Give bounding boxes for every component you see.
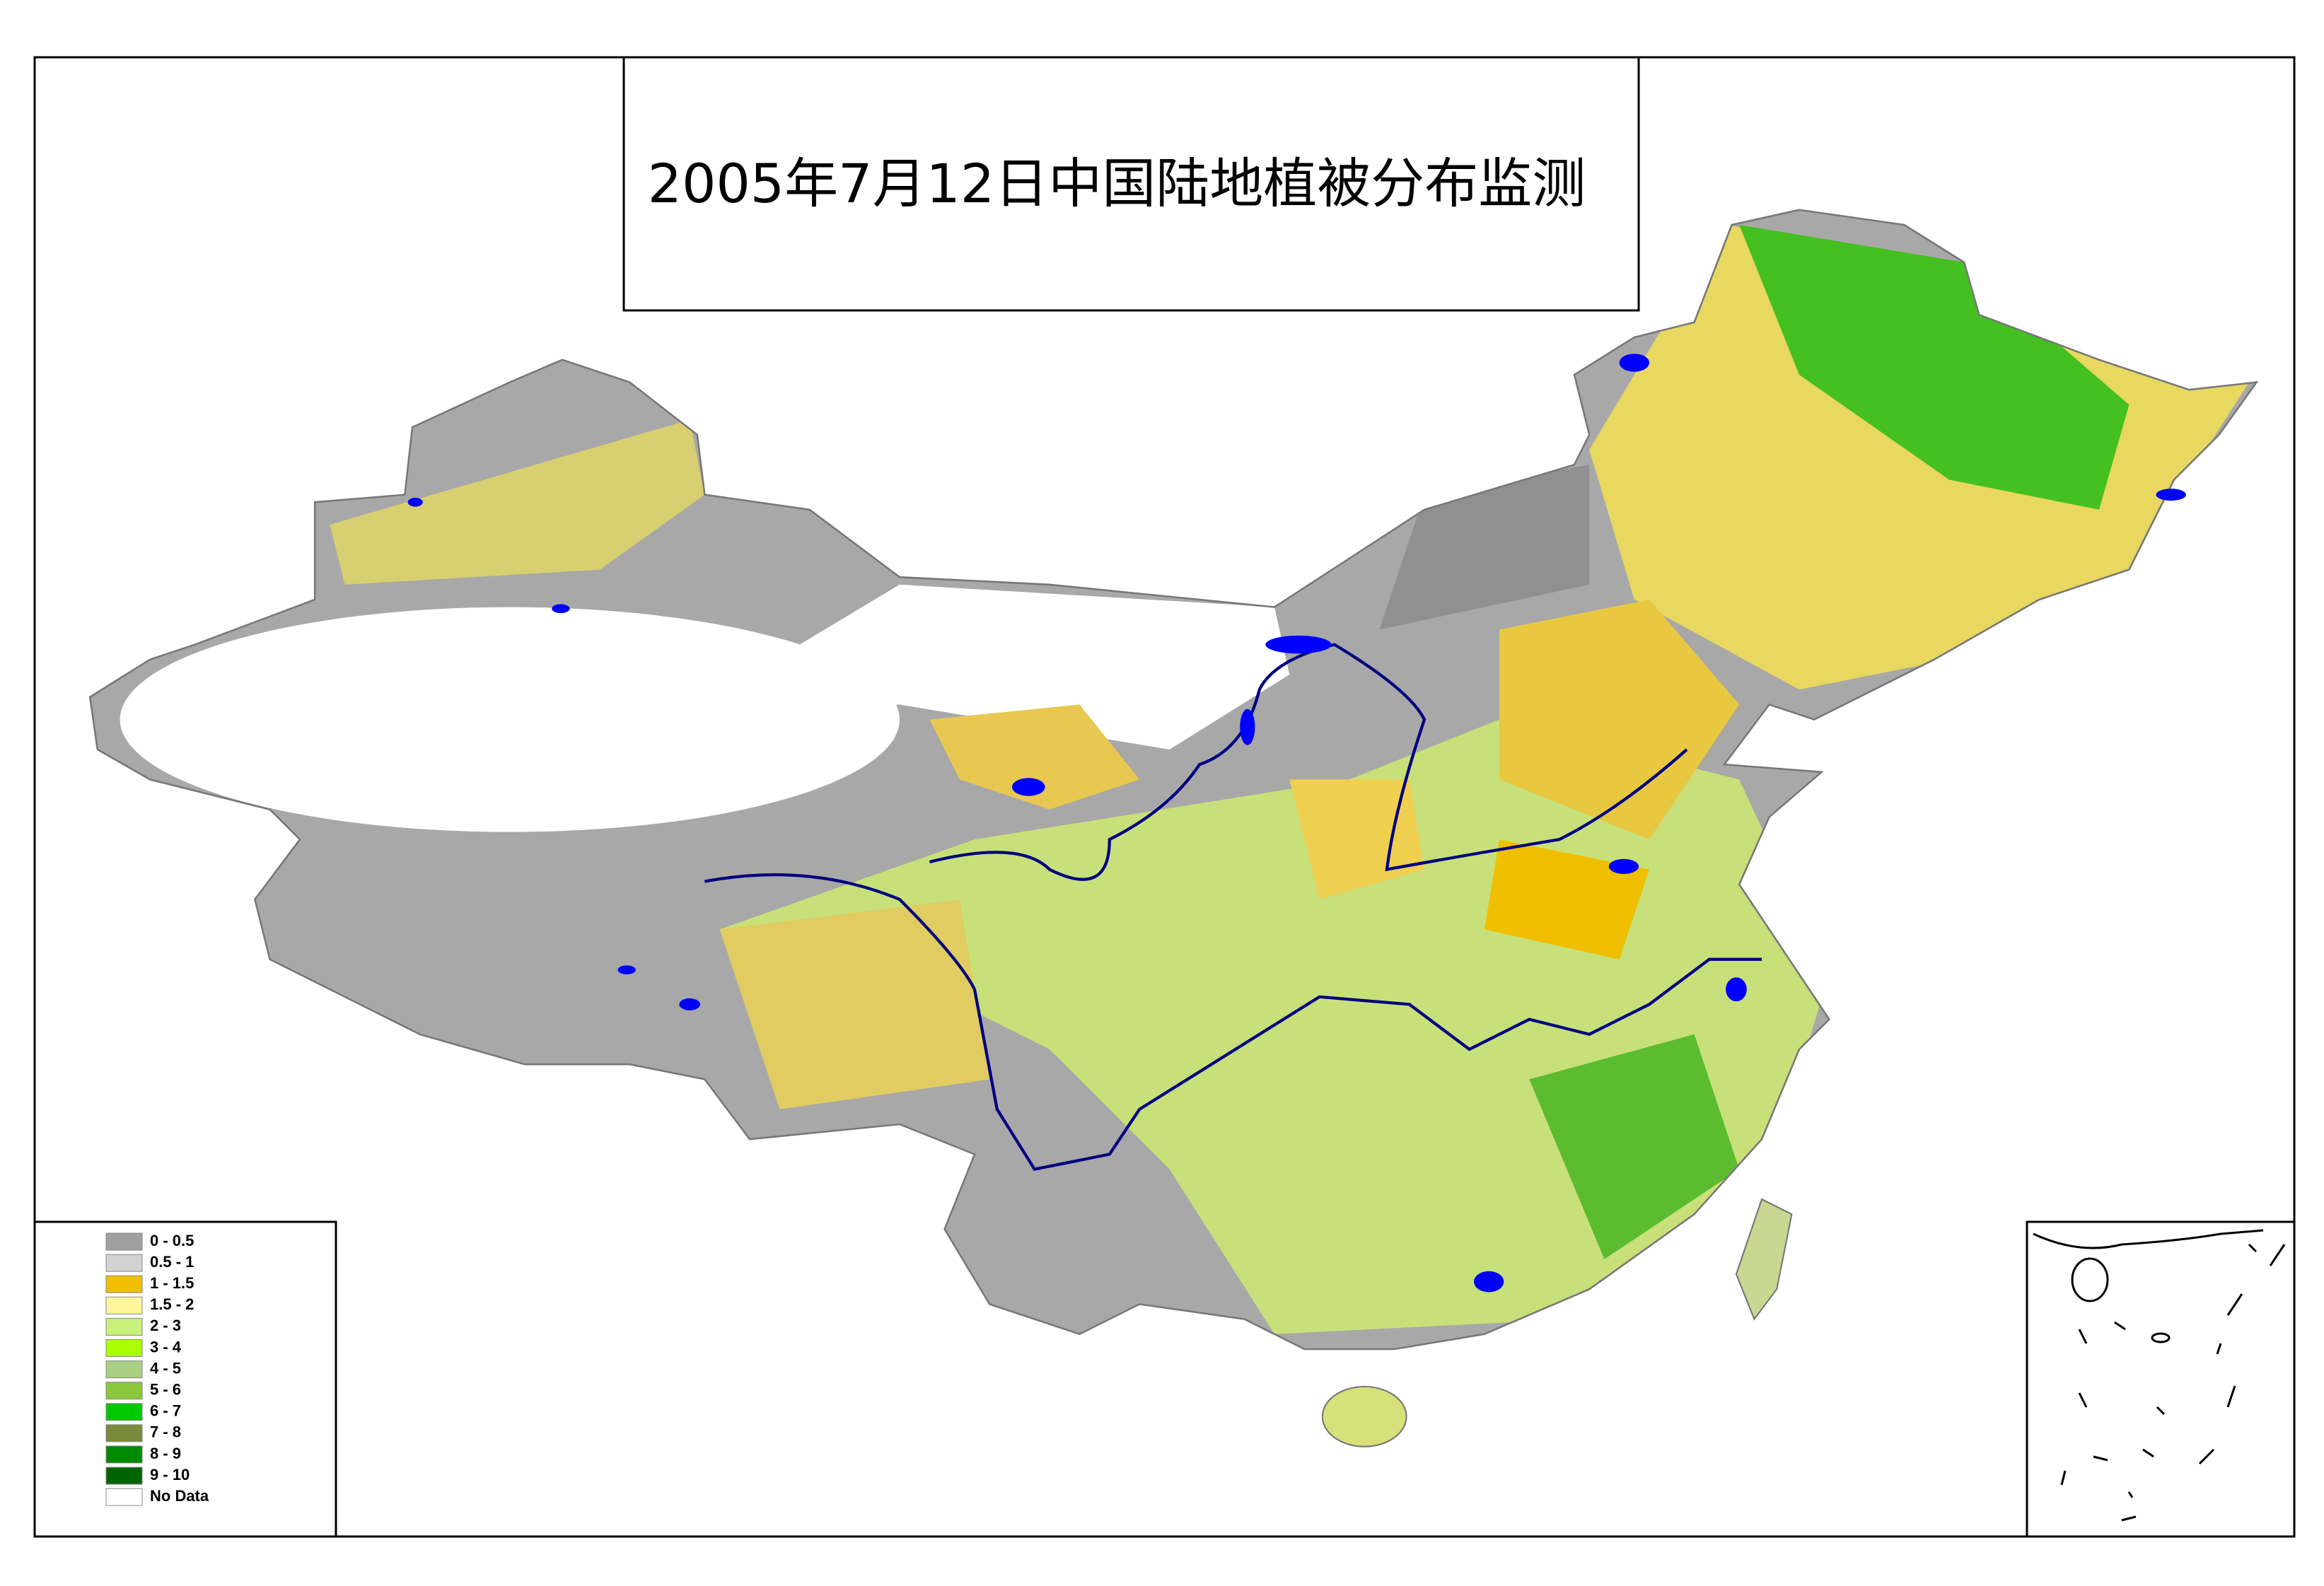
legend-swatch <box>105 1360 143 1379</box>
legend-swatch <box>105 1424 143 1442</box>
legend-swatch <box>105 1275 143 1293</box>
legend-swatch <box>105 1317 143 1336</box>
legend-label: 9 - 10 <box>150 1466 190 1483</box>
map-title: 2005年7月12日中国陆地植被分布监测 <box>648 152 1586 215</box>
legend-label: 4 - 5 <box>150 1359 181 1377</box>
legend-swatch <box>105 1382 143 1400</box>
legend-swatch <box>105 1403 143 1421</box>
legend: 0 - 0.5 0.5 - 1 1 - 1.5 1.5 - 2 2 - 3 3 - 4 4 … <box>105 1232 209 1506</box>
title-box <box>622 56 1640 312</box>
legend-swatch <box>105 1232 143 1251</box>
legend-swatch <box>105 1296 143 1314</box>
inset-box <box>2026 1220 2296 1538</box>
legend-label: 8 - 9 <box>150 1445 181 1462</box>
hainan <box>1321 1385 1407 1447</box>
legend-label: 7 - 8 <box>150 1423 181 1441</box>
legend-box <box>33 1220 337 1538</box>
yangtze <box>704 873 1762 1171</box>
border <box>88 209 2259 1351</box>
south-china-sea-inset <box>2033 1229 2286 1522</box>
legend-label: 0.5 - 1 <box>150 1253 194 1271</box>
lakes <box>407 354 2186 1293</box>
legend-swatch <box>105 1254 143 1272</box>
legend-label: 1 - 1.5 <box>150 1274 194 1292</box>
legend-label: 0 - 0.5 <box>150 1232 194 1249</box>
legend-label: 3 - 4 <box>150 1338 182 1355</box>
legend-swatch <box>105 1445 143 1464</box>
legend-swatch <box>105 1467 143 1485</box>
taiwan <box>1735 1198 1793 1321</box>
legend-label: 1.5 - 2 <box>150 1295 194 1313</box>
legend-label: 2 - 3 <box>150 1317 181 1334</box>
legend-label: No Data <box>150 1487 209 1505</box>
legend-label: 5 - 6 <box>150 1381 181 1399</box>
legend-label: 6 - 7 <box>150 1402 181 1420</box>
legend-swatch <box>105 1488 143 1506</box>
legend-swatch <box>105 1339 143 1357</box>
